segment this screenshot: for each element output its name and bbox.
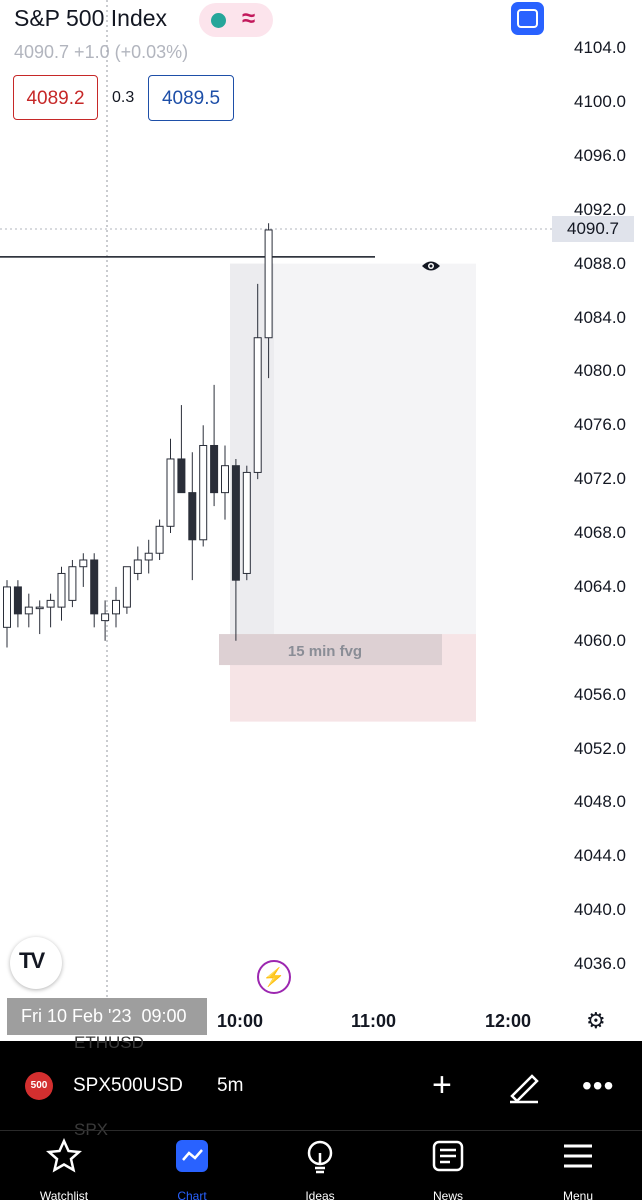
drawing-pen-icon[interactable] [506,1068,542,1104]
price-axis-label: 4072.0 [574,469,626,489]
candle [231,465,240,581]
star-icon [45,1137,83,1173]
price-axis-label: 4088.0 [574,253,626,273]
price-axis-label: 4100.0 [574,92,626,111]
candle [79,559,88,568]
symbol-title[interactable]: S&P 500 Index [14,5,168,31]
candle [177,458,186,494]
time-label: 10:00 [217,1011,264,1031]
market-status-pill[interactable]: ≈ [199,3,273,37]
price-axis-label: 4060.0 [574,630,626,650]
spread-value: 0.3 [112,89,135,106]
price-axis-label: 4096.0 [574,145,626,165]
wave-icon: ≈ [242,5,256,32]
price-axis-label: 4080.0 [574,361,626,381]
chart-canvas[interactable]: 15 min fvg [0,0,642,1040]
price-axis-label: 4084.0 [574,307,626,327]
price-axis-label: 4048.0 [574,792,626,812]
nav-label: Ideas [305,1189,335,1203]
candle [3,586,11,628]
crosshair-time-label: Fri 10 Feb '23 09:00 [7,998,207,1035]
fullscreen-button[interactable] [511,2,544,35]
time-label: 11:00 [351,1011,397,1031]
candle [101,613,110,622]
candle [166,458,175,527]
nav-chart[interactable]: Chart [142,1138,242,1203]
candle [253,337,262,473]
bottom-toolbar [0,1041,642,1200]
price-axis-label: 4076.0 [574,415,626,435]
price-axis-label: 4068.0 [574,523,626,543]
chart-settings-gear-icon[interactable]: ⚙ [586,1008,606,1033]
candle [210,444,219,494]
ghost-symbol: ETHUSD [74,1033,144,1052]
nav-menu[interactable]: Menu [528,1138,628,1203]
crosshair-date: Fri 10 Feb '23 [21,1006,132,1026]
menu-icon [564,1144,592,1168]
nav-news[interactable]: News [398,1138,498,1203]
candle [122,566,131,608]
candle [57,572,66,608]
candle [90,559,99,615]
price-axis-label: 4104.0 [574,38,626,58]
price-axis-label: 4064.0 [574,576,626,596]
symbol-badge: 500 [25,1072,53,1100]
symbol-selector[interactable]: SPX500USD [73,1075,183,1096]
candle [144,552,153,561]
nav-separator [0,1130,642,1131]
nav-label: Watchlist [39,1189,89,1203]
price-axis-label: 4040.0 [574,900,626,920]
candle [242,471,251,574]
buy-button[interactable]: 4089.5 [148,75,234,121]
fullscreen-icon [517,9,538,28]
nav-ideas[interactable]: Ideas [270,1138,370,1203]
candle [221,465,229,494]
price-axis-label: 4044.0 [574,846,626,866]
lightbulb-icon [307,1140,333,1174]
lightning-icon[interactable]: ⚡ [257,960,291,994]
nav-watchlist[interactable]: Watchlist [14,1137,114,1203]
chart-icon [176,1140,208,1172]
candle [13,586,22,615]
candle [46,599,55,608]
current-price-label: 4090.7 [552,216,634,242]
sell-button[interactable]: 4089.2 [13,75,98,120]
nav-label: Menu [562,1189,594,1203]
fvg-label: 15 min fvg [288,643,362,660]
price-axis-label: 4036.0 [574,954,626,974]
candle [68,566,77,601]
price-change-line: 4090.7 +1.0 (+0.03%) [14,42,189,62]
more-options-icon[interactable]: ••• [582,1070,615,1101]
price-axis-label: 4108.0 [574,0,626,4]
nav-label: News [432,1189,463,1203]
price-axis-label: 4056.0 [574,684,626,704]
candle [133,559,142,574]
tradingview-logo[interactable]: TV [10,937,62,989]
time-label: 12:00 [485,1011,532,1031]
timeframe-selector[interactable]: 5m [217,1075,244,1096]
candle [112,599,120,615]
ghost-symbol: SPX [74,1120,109,1139]
candle [199,444,208,541]
market-open-dot [211,13,226,28]
news-icon [432,1140,464,1172]
eye-icon[interactable] [421,259,441,273]
candle [24,606,33,615]
add-plus-icon[interactable]: + [432,1066,452,1104]
candle [188,492,197,541]
price-axis-label: 4092.0 [574,199,626,219]
candle [35,606,44,610]
fvg-label-bg [219,634,442,666]
tv-logo-text: TV [19,948,45,973]
candle [264,229,273,339]
nav-label: Chart [177,1189,207,1203]
crosshair-time: 09:00 [141,1006,187,1026]
candle [155,525,164,554]
price-axis-label: 4052.0 [574,738,626,758]
